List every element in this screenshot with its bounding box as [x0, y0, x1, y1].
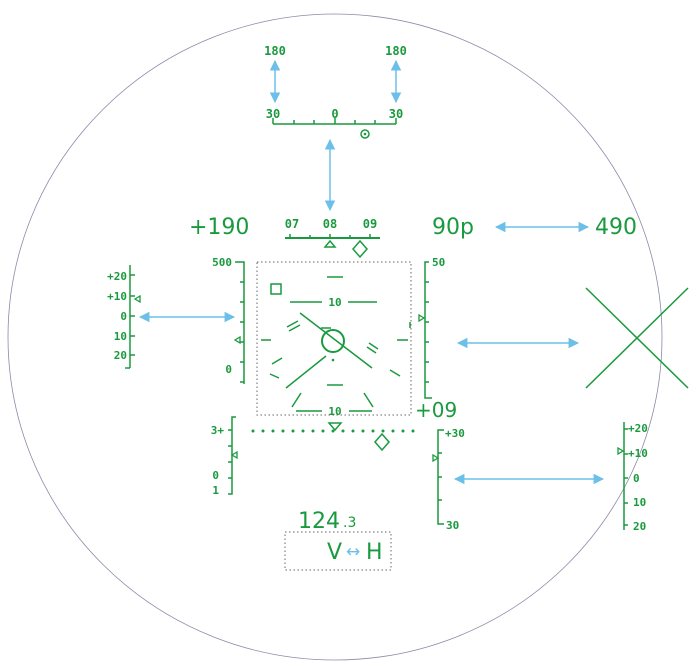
mode-box	[284, 531, 392, 571]
lower-left-label-1: 1	[212, 484, 219, 497]
far-right-label-p10: +10	[628, 447, 648, 460]
lower-right-scale: +30 30	[432, 427, 465, 532]
left-mini-label-20: 20	[114, 349, 127, 362]
left-mini-label-10: 10	[114, 330, 127, 343]
top-scale-marker-icon	[360, 129, 370, 139]
lower-right-pointer-icon	[432, 453, 440, 463]
altitude-digital-readout: 490	[595, 215, 637, 240]
mode-h-label: H	[366, 540, 383, 565]
airspeed-readout: +190	[189, 215, 249, 240]
heading-mode-readout: 90p	[432, 215, 474, 240]
far-right-pointer-icon	[617, 446, 625, 456]
target-box-icon	[270, 283, 282, 295]
lower-left-pointer-icon	[230, 450, 238, 460]
lower-caret-icon	[327, 422, 343, 432]
big-x-icon	[585, 287, 689, 389]
roll-tick-left-icon	[286, 320, 301, 332]
mode-arrow-icon: ↔	[346, 542, 360, 562]
far-right-label-10: 10	[633, 496, 646, 509]
top-limit-left: 180	[264, 44, 286, 58]
top-tick-center: 0	[331, 107, 338, 121]
flight-path-marker-icon	[321, 329, 345, 353]
heading-caret-icon	[323, 239, 337, 248]
attitude-indicator: 10 10	[261, 276, 411, 418]
ribbon-label-07: 07	[285, 217, 299, 231]
top-limit-right: 180	[385, 44, 407, 58]
left-tape-top-label: 500	[212, 256, 232, 269]
ribbon-label-08: 08	[323, 217, 337, 231]
right-tape-top-label: 50	[432, 256, 445, 269]
right-tape: 50 +09	[415, 256, 457, 422]
left-mini-scale: +20 +10 0 10 20	[107, 265, 141, 369]
far-right-scale: +20 +10 0 10 20	[617, 422, 648, 533]
right-tape-pointer-icon	[418, 313, 426, 323]
left-mini-pointer-icon	[133, 294, 141, 304]
far-right-label-p20: +20	[628, 422, 648, 435]
top-scale-ticks	[272, 118, 397, 124]
left-mini-label-p20: +20	[107, 270, 127, 283]
left-tape-pointer-icon	[233, 335, 241, 345]
top-tick-right: 30	[389, 107, 403, 121]
lower-right-label-bottom: 30	[446, 519, 459, 532]
vertical-speed-readout: +09	[415, 398, 457, 422]
left-tape: 500 0	[212, 256, 245, 384]
attitude-frame	[256, 261, 412, 416]
left-mini-label-p10: +10	[107, 290, 127, 303]
flight-path-line	[285, 355, 327, 389]
pitch-label-lower: 10	[328, 405, 341, 418]
heading-ribbon: 07 08 09	[285, 217, 380, 259]
display-boundary-circle	[7, 13, 663, 661]
far-right-label-0: 0	[633, 472, 640, 485]
left-tape-bottom-label: 0	[225, 363, 232, 376]
lower-left-scale: 3+ 0 1	[211, 416, 238, 497]
lower-right-label-top: +30	[445, 427, 465, 440]
lower-left-label-3: 3+	[211, 424, 225, 437]
left-mini-label-0: 0	[120, 310, 127, 323]
ribbon-label-09: 09	[363, 217, 377, 231]
pitch-label-upper: 10	[328, 296, 341, 309]
frequency-decimal: .3	[343, 515, 356, 531]
mode-v-label: V	[327, 540, 342, 565]
lower-left-label-0: 0	[212, 469, 219, 482]
top-tick-left: 30	[266, 107, 280, 121]
roll-tick-right-icon	[366, 342, 379, 354]
bank-pointer-line	[299, 312, 373, 369]
far-right-label-20: 20	[633, 520, 646, 533]
lower-diamond-icon	[374, 432, 390, 452]
frequency-readout: 124 .3	[298, 509, 356, 534]
top-heading-scale: 180 180 30 0 30	[264, 44, 407, 139]
heading-bug-diamond-icon	[352, 239, 368, 259]
frequency-main: 124	[298, 509, 340, 534]
